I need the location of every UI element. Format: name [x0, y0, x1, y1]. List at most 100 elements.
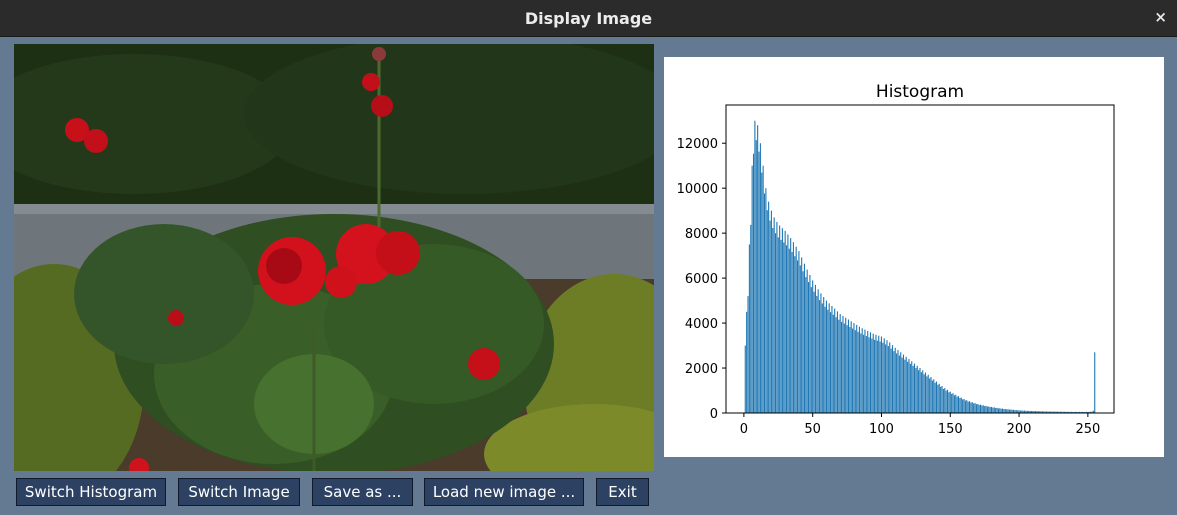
histogram-bar: [1029, 410, 1031, 413]
histogram-bar: [919, 368, 921, 413]
histogram-bar: [1024, 410, 1026, 413]
histogram-bar: [978, 404, 980, 413]
histogram-bar: [985, 405, 987, 413]
histogram-bar: [1025, 410, 1027, 413]
histogram-bar: [926, 376, 928, 413]
histogram-bar: [1018, 410, 1020, 413]
histogram-bar: [1002, 408, 1004, 413]
histogram-bar: [946, 389, 949, 413]
histogram-bar: [843, 323, 845, 413]
histogram-bar: [1050, 411, 1052, 413]
histogram-bar: [1037, 411, 1039, 413]
load-new-image-button[interactable]: Load new image ...: [424, 478, 584, 506]
save-as-button[interactable]: Save as ...: [312, 478, 413, 506]
y-tick-label: 12000: [677, 137, 718, 152]
histogram-bar: [1011, 409, 1013, 413]
histogram-bar: [812, 280, 814, 413]
histogram-bar: [959, 398, 961, 413]
histogram-bar: [828, 303, 830, 413]
histogram-bar: [1055, 411, 1057, 413]
histogram-bar: [1039, 411, 1041, 413]
histogram-bar: [1047, 411, 1049, 413]
histogram-bar: [1019, 410, 1021, 413]
histogram-bar: [836, 311, 838, 413]
histogram-bar: [744, 345, 746, 413]
histogram-bar: [758, 151, 760, 413]
histogram-bar: [1088, 411, 1090, 413]
histogram-bar: [1046, 411, 1048, 413]
histogram-bar: [1040, 411, 1042, 413]
histogram-bar: [762, 165, 764, 413]
histogram-bar: [944, 388, 946, 413]
histogram-bar: [820, 293, 822, 413]
histogram-bar: [856, 324, 858, 413]
histogram-bar: [1081, 411, 1083, 413]
histogram-bar: [1062, 411, 1064, 413]
histogram-bar: [824, 306, 826, 413]
histogram-bar: [907, 361, 909, 413]
histogram-bar: [1015, 410, 1017, 413]
histogram-bar: [849, 326, 851, 413]
histogram-bar: [909, 363, 911, 413]
histogram-bar: [996, 407, 998, 413]
switch-histogram-button[interactable]: Switch Histogram: [16, 478, 166, 506]
histogram-bar: [1032, 410, 1034, 413]
histogram-bar: [879, 341, 881, 413]
histogram-bar: [956, 396, 958, 413]
histogram-bar: [948, 392, 950, 413]
histogram-bar: [816, 295, 818, 413]
histogram-bar: [964, 400, 966, 413]
histogram-bar: [1072, 411, 1074, 413]
histogram-bar: [890, 348, 892, 413]
histogram-bar: [763, 193, 766, 413]
histogram-bar: [805, 277, 807, 413]
histogram-bar: [1094, 352, 1096, 413]
histogram-bar: [869, 332, 872, 413]
histogram-bar: [1044, 411, 1046, 413]
histogram-bar: [934, 382, 936, 413]
histogram-bar: [955, 394, 957, 413]
histogram-bar: [940, 386, 942, 413]
histogram-bar: [1004, 408, 1006, 413]
histogram-bar: [992, 407, 994, 413]
histogram-bar: [750, 224, 752, 413]
histogram-bar: [747, 296, 749, 413]
histogram-bar: [1066, 411, 1068, 413]
histogram-bar: [746, 311, 748, 413]
histogram-bar: [897, 350, 899, 413]
histogram-bar: [920, 372, 922, 413]
histogram-bar: [799, 265, 801, 413]
histogram-bar: [766, 210, 768, 413]
x-tick-label: 200: [1007, 422, 1032, 437]
histogram-bar: [770, 210, 772, 413]
histogram-bar: [986, 406, 988, 413]
histogram-bar: [1048, 411, 1050, 413]
histogram-bar: [1021, 410, 1023, 413]
histogram-bar: [757, 125, 759, 413]
histogram-bar: [839, 314, 841, 413]
histogram-bar: [1085, 411, 1088, 413]
exit-button[interactable]: Exit: [596, 478, 649, 506]
histogram-bar: [768, 201, 770, 413]
histogram-bar: [827, 309, 829, 413]
histogram-bar: [1013, 409, 1015, 413]
x-tick-label: 150: [938, 422, 963, 437]
histogram-bar: [911, 361, 913, 413]
plot-frame: [725, 104, 1115, 414]
histogram-bar: [1069, 411, 1071, 413]
histogram-bar: [1079, 411, 1081, 413]
histogram-bar: [765, 188, 767, 413]
histogram-bar: [1017, 410, 1019, 413]
switch-image-button[interactable]: Switch Image: [178, 478, 300, 506]
histogram-bar: [927, 374, 929, 413]
close-icon[interactable]: ×: [1154, 8, 1167, 26]
histogram-bar: [930, 377, 932, 413]
histogram-bar: [999, 408, 1001, 413]
histogram-bar: [1008, 409, 1010, 413]
histogram-bar: [1092, 410, 1094, 413]
histogram-bar: [806, 269, 808, 413]
histogram-bar: [1058, 411, 1060, 413]
histogram-bar: [901, 357, 903, 413]
x-axis-ticks: 0 50 100 150 200 250: [740, 413, 1100, 437]
histogram-bar: [981, 405, 983, 413]
